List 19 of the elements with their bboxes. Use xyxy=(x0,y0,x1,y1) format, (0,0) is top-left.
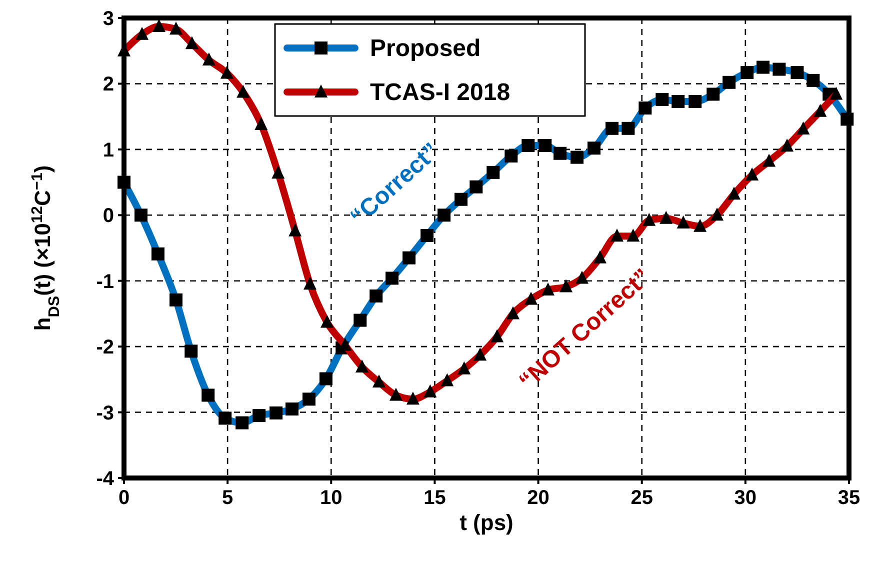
x-tick-label: 10 xyxy=(320,487,342,509)
x-tick-label: 30 xyxy=(734,487,757,509)
x-tick-label: 0 xyxy=(118,487,130,509)
x-tick-label: 5 xyxy=(222,487,234,509)
x-tick-label: 35 xyxy=(838,487,860,509)
x-tick-label: 20 xyxy=(527,487,550,509)
y-tick-label: 2 xyxy=(102,74,114,96)
x-axis-title: t (ps) xyxy=(460,510,514,535)
y-tick-label: -2 xyxy=(96,336,114,359)
legend-label: TCAS-I 2018 xyxy=(370,79,510,106)
legend-label: Proposed xyxy=(370,35,481,62)
x-tick-label: 25 xyxy=(630,487,653,509)
y-tick-label: 0 xyxy=(102,205,114,228)
y-tick-label: -1 xyxy=(96,270,114,293)
y-tick-label: -3 xyxy=(96,402,114,424)
x-tick-label: 15 xyxy=(424,487,446,509)
y-tick-label: 3 xyxy=(102,8,114,30)
y-tick-label: 1 xyxy=(102,139,114,162)
y-tick-label: -4 xyxy=(96,468,115,490)
